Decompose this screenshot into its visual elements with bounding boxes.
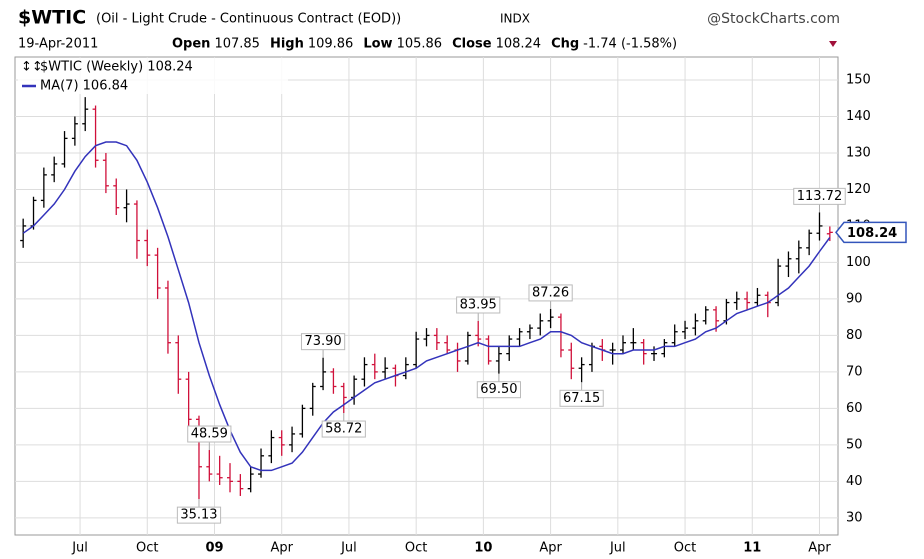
brand: @StockCharts.com [707, 11, 840, 27]
stat-label: Open [172, 37, 210, 52]
down-arrow [829, 41, 837, 47]
exchange: INDX [500, 12, 530, 26]
x-tick-label: Oct [674, 541, 696, 556]
annotation-box [321, 420, 366, 438]
legend-entry: $WTIC (Weekly) 108.24 [40, 60, 193, 75]
stat-value: 108.24 [496, 37, 542, 52]
x-tick-label: Apr [270, 541, 293, 556]
stat-label: Close [452, 37, 492, 52]
date: 19-Apr-2011 [18, 37, 98, 52]
x-tick-label: Oct [405, 541, 427, 556]
annotation-label: 35.13 [180, 508, 217, 523]
annotation-label: 69.50 [480, 382, 517, 397]
x-tick-label: Oct [136, 541, 158, 556]
plot-frame [14, 56, 839, 536]
annotation-label: 67.15 [563, 391, 600, 406]
annotation-box [528, 284, 573, 302]
price-tag [835, 221, 907, 244]
annotation-label: 58.72 [325, 422, 362, 437]
legend-icon: ↕↕ [21, 60, 43, 75]
y-tick-label: 40 [846, 474, 863, 489]
y-tick-label: 90 [846, 291, 863, 306]
stat-value: 107.85 [214, 37, 260, 52]
stats: Open 107.85 High 109.86 Low 105.86 Close 108.24… [172, 37, 677, 52]
price-tag-label: 108.24 [847, 226, 897, 241]
y-tick-label: 150 [846, 72, 871, 87]
y-tick-label: 140 [846, 109, 871, 124]
x-tick-label: 11 [743, 541, 761, 556]
x-tick-label: Jul [340, 541, 357, 556]
x-tick-label: 09 [205, 541, 223, 556]
annotation-box [176, 506, 222, 524]
stat-label: Low [363, 37, 392, 52]
stat-label: High [270, 37, 304, 52]
y-tick-label: 130 [846, 145, 871, 160]
annotation-box [793, 187, 846, 205]
x-tick-label: Apr [808, 541, 831, 556]
stat-value: 105.86 [397, 37, 443, 52]
annotation-box [187, 425, 232, 443]
annotation-label: 73.90 [304, 334, 341, 349]
stat-label: Chg [551, 37, 579, 52]
y-tick-label: 80 [846, 328, 863, 343]
y-tick-label: 120 [846, 182, 871, 197]
y-tick-label: 30 [846, 510, 863, 525]
stat-value: -1.74 (-1.58%) [583, 37, 677, 52]
legend-bg [18, 58, 288, 94]
annotation-label: 87.26 [532, 285, 569, 300]
ma-line [22, 141, 831, 472]
annotation-label: 83.95 [460, 297, 497, 312]
annotation-box [456, 296, 501, 314]
x-tick-label: Jul [71, 541, 88, 556]
y-tick-label: 50 [846, 437, 863, 452]
annotation-label: 48.59 [191, 427, 228, 442]
x-tick-label: Apr [539, 541, 562, 556]
y-tick-label: 100 [846, 255, 871, 270]
x-tick-label: Jul [609, 541, 626, 556]
annotation-box [476, 381, 522, 399]
stat-value: 109.86 [308, 37, 354, 52]
annotation-label: 113.72 [797, 189, 843, 204]
x-tick-label: 10 [474, 541, 492, 556]
y-tick-label: 70 [846, 364, 863, 379]
symbol: $WTIC [18, 7, 86, 29]
description: (Oil - Light Crude - Continuous Contract… [96, 12, 401, 27]
y-tick-label: 60 [846, 401, 863, 416]
legend-entry: MA(7) 106.84 [40, 79, 128, 94]
annotation-box [559, 389, 604, 407]
annotation-box [300, 333, 346, 351]
